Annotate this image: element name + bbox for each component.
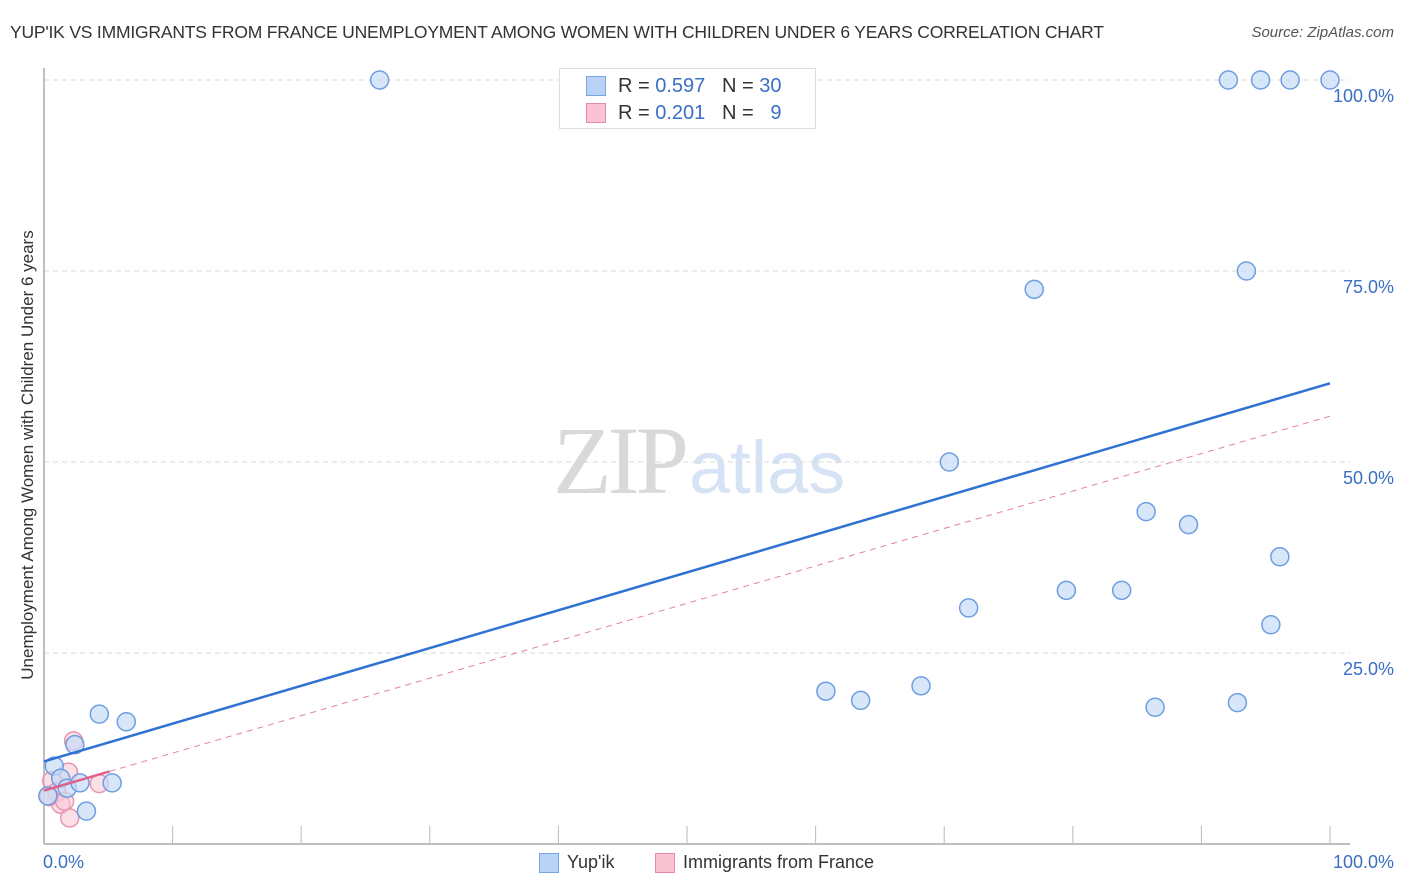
trend-lines (43, 382, 1331, 792)
axes (43, 68, 1350, 845)
series-legend: Yup'ik Immigrants from France (0, 852, 1406, 878)
data-point[interactable] (1236, 261, 1257, 281)
data-point[interactable] (116, 712, 137, 732)
data-point[interactable] (816, 681, 836, 701)
legend-r-label: R = (618, 74, 650, 97)
data-point[interactable] (1270, 546, 1290, 567)
trend-line-yupik (43, 382, 1331, 763)
chart-title: YUP'IK VS IMMIGRANTS FROM FRANCE UNEMPLO… (10, 22, 1104, 42)
data-point[interactable] (59, 808, 80, 828)
legend-r-label: R = (618, 101, 650, 124)
watermark-atlas: atlas (689, 426, 846, 509)
data-point[interactable] (958, 598, 979, 618)
data-point[interactable] (939, 452, 960, 472)
legend-n-label: N = (721, 101, 754, 124)
legend-swatch-france (586, 103, 606, 123)
watermark-zip: ZIP (553, 407, 689, 514)
legend-r-value-yupik: 0.597 (655, 74, 706, 97)
data-point[interactable] (850, 690, 871, 711)
y-tick-25: 25.0% (1342, 659, 1394, 679)
data-point[interactable] (1056, 580, 1077, 601)
y-axis-label: Unemployment Among Women with Children U… (18, 230, 37, 680)
data-point[interactable] (1261, 614, 1281, 635)
data-point[interactable] (89, 704, 110, 724)
data-point[interactable] (76, 801, 97, 821)
source-label: Source: ZipAtlas.com (1251, 24, 1394, 41)
legend-n-value-yupik: 30 (759, 74, 782, 97)
legend-swatch-france (655, 852, 675, 873)
data-point[interactable] (102, 773, 122, 793)
data-point[interactable] (1320, 70, 1340, 90)
data-point[interactable] (1145, 697, 1165, 717)
data-point[interactable] (1178, 514, 1199, 535)
legend-swatch-yupik (539, 852, 559, 873)
correlation-legend: R = 0.597 N = 30 R = 0.201 N = 9 (559, 68, 816, 129)
legend-item-yupik[interactable]: Yup'ik (539, 852, 614, 873)
y-tick-100: 100.0% (1332, 86, 1394, 106)
data-point[interactable] (1136, 501, 1156, 522)
data-point[interactable] (369, 70, 390, 90)
legend-r-value-france: 0.201 (655, 101, 706, 124)
series-yupik-points (38, 70, 1340, 821)
data-point[interactable] (1227, 692, 1248, 713)
legend-n-label: N = (721, 74, 754, 97)
legend-label-yupik: Yup'ik (567, 852, 615, 872)
legend-item-france[interactable]: Immigrants from France (655, 852, 874, 873)
legend-label-france: Immigrants from France (683, 852, 875, 872)
legend-row-france: R = 0.201 N = 9 (586, 101, 781, 125)
legend-n-value-france: 9 (770, 101, 782, 124)
trend-line-france (43, 770, 110, 792)
y-tick-50: 50.0% (1342, 468, 1394, 488)
data-point[interactable] (1250, 70, 1271, 90)
data-point[interactable] (38, 786, 58, 806)
legend-swatch-yupik (586, 76, 606, 96)
legend-row-yupik: R = 0.597 N = 30 (586, 74, 781, 98)
x-tick-100: 100.0% (1332, 852, 1394, 872)
trend-line-france-dashed (109, 415, 1331, 772)
data-point[interactable] (1111, 580, 1132, 601)
data-point[interactable] (1024, 279, 1044, 300)
data-point[interactable] (911, 676, 931, 696)
data-point[interactable] (1280, 70, 1300, 90)
watermark: ZIPatlas (553, 405, 845, 516)
data-point[interactable] (1218, 70, 1239, 90)
y-tick-75: 75.0% (1342, 277, 1394, 297)
gridlines (44, 79, 1350, 654)
x-tick-0: 0.0% (43, 852, 85, 872)
